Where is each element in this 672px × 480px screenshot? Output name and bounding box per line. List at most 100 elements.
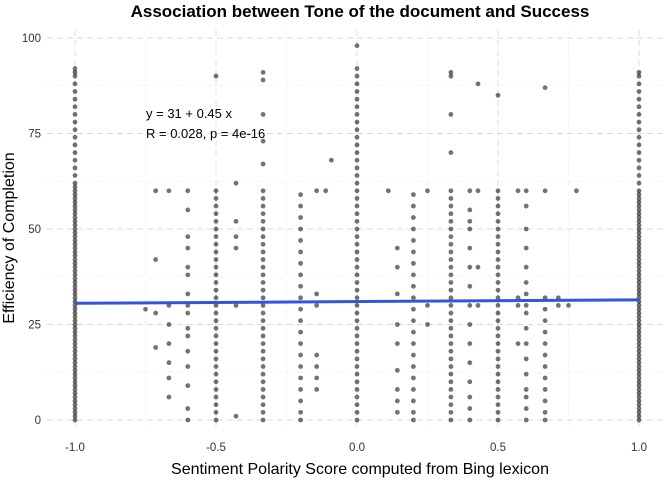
data-point <box>448 234 454 240</box>
y-tick-label: 75 <box>28 129 41 141</box>
data-point <box>448 272 454 278</box>
data-point <box>72 119 78 125</box>
data-point <box>636 150 642 156</box>
data-point <box>72 241 78 247</box>
data-point <box>448 264 454 270</box>
data-point <box>354 241 360 247</box>
data-point <box>153 310 159 316</box>
y-tick-label: 100 <box>22 33 41 45</box>
x-axis-title: Sentiment Polarity Score computed from B… <box>171 461 549 478</box>
data-point <box>467 322 473 327</box>
data-point <box>213 257 219 262</box>
data-point <box>185 310 191 316</box>
data-point <box>260 257 266 262</box>
data-point <box>636 329 642 335</box>
data-point <box>72 218 78 224</box>
data-point <box>636 367 642 373</box>
data-point <box>542 364 548 369</box>
data-point <box>72 173 78 178</box>
data-point <box>213 394 219 400</box>
data-point <box>185 245 191 251</box>
data-point <box>425 188 430 194</box>
data-point <box>354 112 360 117</box>
data-point <box>213 287 219 293</box>
data-point <box>233 218 239 224</box>
data-point <box>636 264 642 270</box>
data-point <box>448 310 454 316</box>
data-point <box>153 345 159 350</box>
data-point <box>448 325 454 331</box>
data-point <box>542 341 548 346</box>
data-point <box>523 303 529 308</box>
data-point <box>354 180 360 186</box>
data-point <box>636 337 642 343</box>
data-point <box>636 387 642 392</box>
data-point <box>72 253 78 259</box>
data-point <box>72 112 78 117</box>
data-point <box>636 119 642 125</box>
data-point <box>411 192 416 198</box>
data-point <box>72 291 78 297</box>
data-point <box>448 196 454 201</box>
data-point <box>495 226 501 232</box>
data-point <box>495 188 501 194</box>
data-point <box>260 69 266 75</box>
data-point <box>448 318 454 324</box>
data-point <box>72 345 78 350</box>
data-point <box>213 341 219 346</box>
data-point <box>72 402 78 408</box>
data-point <box>495 92 501 98</box>
data-point <box>298 306 303 312</box>
data-point <box>542 398 548 404</box>
data-point <box>213 356 219 362</box>
x-tick-label: -1.0 <box>65 442 85 454</box>
data-point <box>72 203 78 209</box>
data-point <box>354 325 360 331</box>
data-point <box>636 379 642 385</box>
x-axis-ticks: -1.0 -0.5 0.0 0.5 1.0 <box>65 442 647 454</box>
data-point <box>411 329 416 335</box>
data-point <box>636 226 642 232</box>
data-point <box>233 303 239 308</box>
data-point <box>448 409 454 415</box>
data-point <box>448 333 454 339</box>
data-point <box>636 341 642 346</box>
data-point <box>166 188 172 194</box>
data-point <box>354 387 360 392</box>
data-point <box>260 333 266 339</box>
data-point <box>72 142 78 148</box>
data-point <box>636 260 642 266</box>
data-point <box>213 249 219 255</box>
data-point <box>260 188 266 194</box>
data-point <box>636 127 642 133</box>
data-point <box>523 371 529 377</box>
data-point <box>72 66 78 71</box>
data-point <box>323 188 329 194</box>
data-point <box>72 264 78 270</box>
data-point <box>72 249 78 255</box>
data-point <box>448 364 454 369</box>
data-point <box>298 329 303 335</box>
data-point <box>636 207 642 213</box>
data-point <box>298 318 303 324</box>
data-point <box>411 352 416 358</box>
data-point <box>636 272 642 278</box>
data-point <box>314 188 320 194</box>
data-point <box>213 318 219 324</box>
data-point <box>72 69 78 75</box>
data-point <box>260 394 266 400</box>
data-point <box>636 69 642 75</box>
data-point <box>448 241 454 247</box>
data-point <box>448 218 454 224</box>
data-point <box>354 157 360 163</box>
data-point <box>523 417 529 423</box>
data-point <box>448 257 454 262</box>
data-point <box>636 203 642 209</box>
data-point <box>523 226 529 232</box>
data-point <box>298 295 303 301</box>
data-point <box>523 341 529 346</box>
data-point <box>354 348 360 354</box>
data-point <box>354 234 360 240</box>
data-point <box>213 241 219 247</box>
